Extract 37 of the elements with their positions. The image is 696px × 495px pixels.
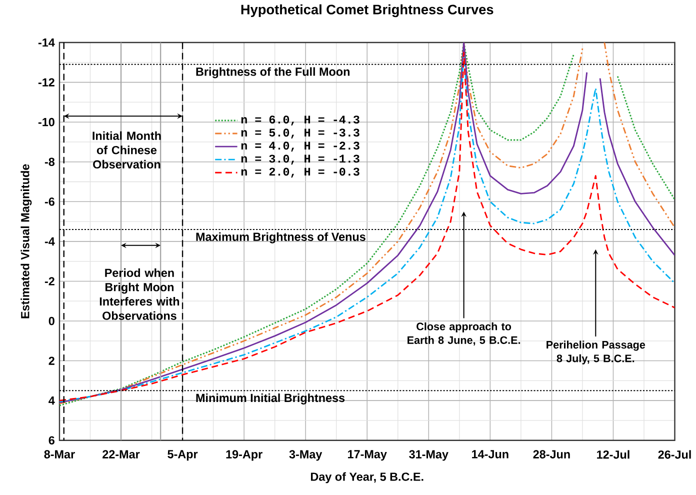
y-tick-label: -14	[38, 38, 55, 47]
annotation: Perihelion Passage 8 July, 5 B.C.E.	[546, 340, 646, 364]
y-axis-title: Estimated Visual Magnitude	[20, 164, 32, 318]
x-tick-label: 19-Apr	[226, 450, 262, 461]
y-tick-label: -12	[38, 78, 54, 86]
annotation: Close approach to Earth 8 June, 5 B.C.E.	[408, 322, 520, 346]
x-tick-label: 14-Jun	[472, 450, 508, 458]
legend-label: n = 6.0, H = -4.3	[241, 116, 360, 126]
x-tick-label: 17-May	[348, 450, 387, 461]
ref-line-label: Maximum Brightness of Venus	[196, 232, 366, 244]
x-tick-label: 31-May	[409, 450, 448, 461]
x-tick-label: 22-Mar	[102, 450, 140, 458]
y-tick-label: 4	[48, 396, 55, 405]
x-tick-label: 28-Jun	[533, 450, 570, 458]
y-tick-label: 2	[48, 356, 54, 365]
x-axis-title: Day of Year, 5 B.C.E.	[310, 472, 424, 484]
x-tick-label: 26-Jul	[658, 450, 691, 459]
y-tick-label: -10	[38, 118, 54, 126]
y-tick-label: -8	[44, 158, 55, 166]
chart-title: Hypothetical Comet Brightness Curves	[241, 4, 494, 18]
x-tick-label: 12-Jul	[597, 450, 630, 459]
y-tick-label: -4	[44, 237, 55, 246]
x-tick-label: 3-May	[289, 450, 322, 461]
ref-line-label: Minimum Initial Brightness	[196, 393, 345, 404]
legend-label: n = 2.0, H = -0.3	[241, 168, 360, 178]
x-tick-label: 8-Mar	[44, 450, 75, 458]
legend-label: n = 4.0, H = -2.3	[241, 142, 360, 152]
annotation: Initial Month of Chinese Observation	[92, 131, 161, 169]
y-tick-label: -2	[44, 277, 54, 286]
annotation: Period when Bright Moon Interferes with Observations	[100, 268, 180, 320]
y-tick-label: -6	[44, 198, 54, 206]
legend-label: n = 3.0, H = -1.3	[241, 154, 360, 165]
y-tick-label: 6	[48, 436, 54, 445]
ref-line-label: Brightness of the Full Moon	[196, 67, 350, 78]
y-tick-label: 0	[48, 316, 54, 326]
x-tick-label: 5-Apr	[168, 450, 198, 461]
legend-label: n = 5.0, H = -3.3	[241, 128, 360, 139]
